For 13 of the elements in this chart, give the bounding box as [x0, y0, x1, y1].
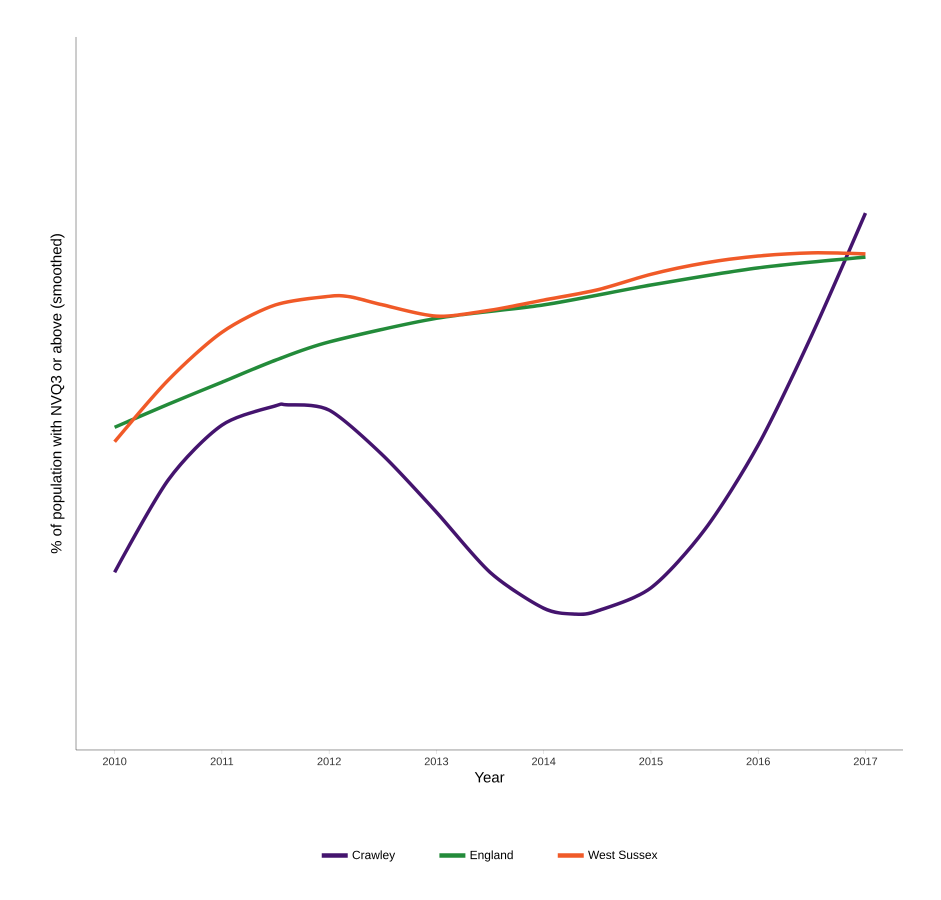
x-tick-label: 2016 [746, 758, 770, 766]
legend-label: Crawley [352, 850, 396, 862]
x-tick-label: 2011 [210, 758, 234, 766]
x-tick-label: 2017 [854, 758, 878, 766]
legend-label: England [470, 850, 513, 862]
x-tick-label: 2012 [318, 758, 341, 766]
x-tick-label: 2015 [639, 758, 663, 766]
x-tick-label: 2013 [424, 758, 448, 766]
x-tick-label: 2010 [102, 758, 126, 766]
y-axis-title: % of population with NVQ3 or above (smoothed) [50, 234, 64, 554]
legend-label: West Sussex [588, 850, 658, 860]
x-axis-title: Year [474, 772, 504, 783]
x-tick-label: 2014 [532, 758, 556, 766]
